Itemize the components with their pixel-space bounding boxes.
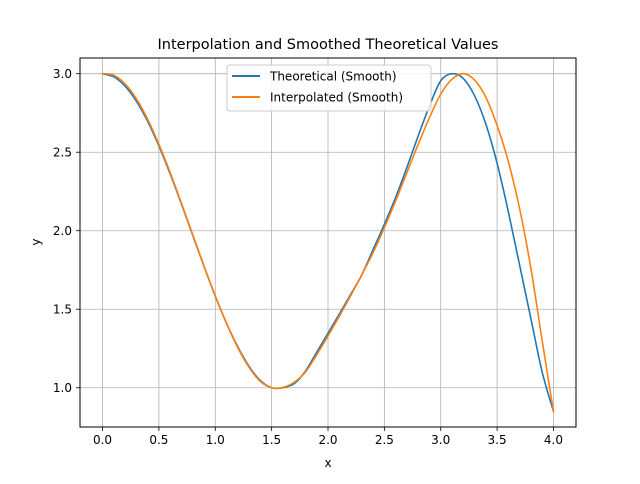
series-lines xyxy=(101,72,555,413)
x-tick-label: 0.5 xyxy=(149,433,168,447)
x-tick-label: 1.0 xyxy=(206,433,225,447)
y-tick-label: 2.0 xyxy=(53,224,72,238)
y-tick-label: 2.5 xyxy=(53,146,72,160)
y-axis-label: y xyxy=(29,238,43,245)
y-tick-label: 3.0 xyxy=(53,67,72,81)
y-tick-label: 1.0 xyxy=(53,381,72,395)
series-line-interpolated xyxy=(101,72,555,413)
chart-title: Interpolation and Smoothed Theoretical V… xyxy=(158,37,499,53)
legend-label-interpolated: Interpolated (Smooth) xyxy=(270,91,403,105)
x-axis-ticks: 0.0 0.5 1.0 1.5 2.0 2.5 3.0 3.5 4.0 xyxy=(93,427,563,447)
legend-label-theoretical: Theoretical (Smooth) xyxy=(269,70,397,84)
x-tick-label: 2.0 xyxy=(318,433,337,447)
y-tick-label: 1.5 xyxy=(53,303,72,317)
x-tick-label: 3.5 xyxy=(488,433,507,447)
x-tick-label: 1.5 xyxy=(262,433,281,447)
x-tick-label: 2.5 xyxy=(375,433,394,447)
x-axis-label: x xyxy=(324,456,331,470)
x-tick-label: 3.0 xyxy=(431,433,450,447)
legend-box xyxy=(226,64,432,112)
legend: Theoretical (Smooth) Interpolated (Smoot… xyxy=(226,64,432,112)
y-axis-ticks: 1.0 1.5 2.0 2.5 3.0 xyxy=(53,67,80,395)
x-tick-label: 4.0 xyxy=(544,433,563,447)
x-tick-label: 0.0 xyxy=(93,433,112,447)
